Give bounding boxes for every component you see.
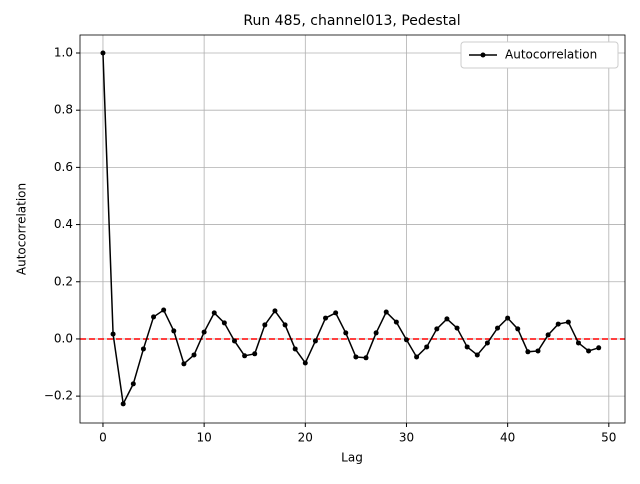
data-point [100, 50, 106, 56]
data-point [292, 346, 298, 352]
data-point [474, 352, 480, 358]
data-point [242, 353, 248, 359]
data-point [414, 354, 420, 360]
data-point [403, 337, 409, 343]
data-point [555, 321, 561, 327]
data-point [575, 340, 581, 346]
data-point [201, 329, 207, 335]
data-point [130, 381, 136, 387]
data-point [383, 309, 389, 315]
data-point [323, 315, 329, 321]
y-tick-label: 0.0 [54, 331, 73, 345]
data-point [363, 355, 369, 361]
data-point [252, 351, 258, 357]
legend-marker [480, 52, 486, 58]
chart-title: Run 485, channel013, Pedestal [243, 13, 460, 29]
x-tick-label: 40 [500, 431, 515, 445]
data-point [464, 344, 470, 350]
y-tick-label: 0.6 [54, 160, 73, 174]
x-tick-label: 0 [99, 431, 107, 445]
data-point [221, 320, 227, 326]
data-point [151, 314, 157, 320]
plot-frame [79, 34, 626, 424]
data-point [110, 331, 116, 337]
data-point [140, 346, 146, 352]
data-point [505, 315, 511, 321]
data-point [393, 319, 399, 325]
data-point [343, 330, 349, 336]
data-point [312, 338, 318, 344]
data-point [424, 344, 430, 350]
data-point [434, 326, 440, 332]
data-point [302, 360, 308, 366]
data-point [545, 332, 551, 338]
y-tick-label: −0.2 [44, 389, 73, 403]
data-point [515, 326, 521, 332]
data-point [586, 348, 592, 354]
data-point [171, 328, 177, 334]
data-point [191, 352, 197, 358]
x-tick-label: 10 [196, 431, 211, 445]
series-line [102, 52, 599, 407]
data-point [454, 325, 460, 331]
data-point [282, 322, 288, 328]
data-point [535, 348, 541, 354]
y-tick-label: 0.4 [54, 217, 73, 231]
data-point [272, 308, 278, 314]
x-axis-label: Lag [341, 451, 363, 465]
data-point [161, 307, 167, 313]
y-tick-label: 0.2 [54, 274, 73, 288]
data-point [596, 345, 602, 351]
data-point [333, 310, 339, 316]
data-point [444, 316, 450, 322]
y-tick-label: 0.8 [54, 103, 73, 117]
x-tick-label: 20 [298, 431, 313, 445]
data-point [525, 349, 531, 355]
data-point [262, 322, 268, 328]
legend-box [460, 41, 619, 69]
y-axis-label: Autocorrelation [15, 183, 29, 275]
data-point [120, 401, 126, 407]
data-point [181, 361, 187, 367]
y-tick-label: 1.0 [54, 46, 73, 60]
data-point [373, 330, 379, 336]
data-point [495, 325, 501, 331]
data-point [231, 338, 237, 344]
data-point [211, 310, 217, 316]
x-tick-label: 50 [601, 431, 616, 445]
data-point [353, 354, 359, 360]
data-point [565, 319, 571, 325]
x-tick-label: 30 [399, 431, 414, 445]
legend-label: Autocorrelation [505, 48, 597, 62]
data-point [484, 340, 490, 346]
